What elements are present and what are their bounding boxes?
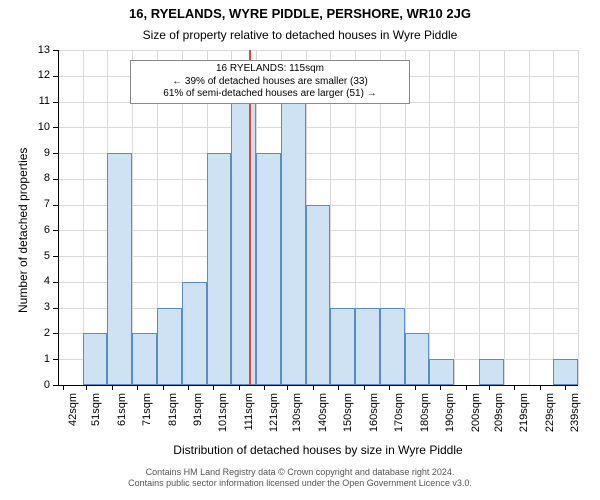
y-tick-label: 2 — [24, 327, 50, 339]
x-tick-label: 180sqm — [419, 393, 431, 445]
x-tick-label: 91sqm — [192, 393, 204, 445]
footer-attribution: Contains HM Land Registry data © Crown c… — [0, 467, 600, 490]
histogram-bar — [256, 153, 281, 385]
gridline-v — [578, 50, 579, 385]
x-tick-label: 51sqm — [90, 393, 102, 445]
histogram-bar — [83, 333, 108, 385]
histogram-bar — [207, 153, 232, 385]
x-tick-label: 130sqm — [291, 393, 303, 445]
y-tick-label: 11 — [24, 95, 50, 107]
footer-line-1: Contains HM Land Registry data © Crown c… — [0, 467, 600, 478]
y-tick-label: 3 — [24, 301, 50, 313]
x-tick-label: 81sqm — [167, 393, 179, 445]
histogram-bar — [306, 205, 331, 385]
x-tick-label: 209sqm — [493, 393, 505, 445]
gridline-v — [429, 50, 430, 385]
info-box: 16 RYELANDS: 115sqm ← 39% of detached ho… — [130, 60, 410, 104]
gridline-h — [58, 153, 578, 154]
y-axis-line — [58, 50, 59, 385]
gridline-h — [58, 50, 578, 51]
gridline-h — [58, 127, 578, 128]
x-axis-label: Distribution of detached houses by size … — [58, 443, 578, 457]
histogram-bar — [157, 308, 182, 385]
histogram-bar — [182, 282, 207, 385]
histogram-bar — [405, 333, 430, 385]
x-tick-label: 170sqm — [393, 393, 405, 445]
y-tick-label: 10 — [24, 121, 50, 133]
x-tick-label: 140sqm — [317, 393, 329, 445]
x-tick-label: 101sqm — [217, 393, 229, 445]
histogram-bar — [429, 359, 454, 385]
info-line-3: 61% of semi-detached houses are larger (… — [135, 88, 405, 101]
footer-line-2: Contains public sector information licen… — [0, 478, 600, 489]
y-tick-label: 1 — [24, 353, 50, 365]
y-tick-label: 6 — [24, 224, 50, 236]
y-tick-label: 4 — [24, 275, 50, 287]
x-tick-label: 121sqm — [268, 393, 280, 445]
histogram-bar — [479, 359, 504, 385]
gridline-v — [479, 50, 480, 385]
histogram-bar — [231, 102, 256, 385]
gridline-v — [504, 50, 505, 385]
histogram-bar — [107, 153, 132, 385]
histogram-bar — [355, 308, 380, 385]
x-tick-label: 160sqm — [368, 393, 380, 445]
chart-title-sub: Size of property relative to detached ho… — [0, 28, 600, 42]
x-tick-label: 111sqm — [243, 393, 255, 445]
y-tick-label: 8 — [24, 172, 50, 184]
x-tick-label: 200sqm — [470, 393, 482, 445]
gridline-v — [529, 50, 530, 385]
x-tick-label: 229sqm — [544, 393, 556, 445]
info-line-1: 16 RYELANDS: 115sqm — [135, 63, 405, 76]
y-tick-label: 5 — [24, 250, 50, 262]
histogram-bar — [281, 76, 306, 385]
x-tick-label: 150sqm — [342, 393, 354, 445]
x-tick-label: 61sqm — [116, 393, 128, 445]
x-tick-label: 71sqm — [141, 393, 153, 445]
y-tick-label: 0 — [24, 379, 50, 391]
gridline-h — [58, 179, 578, 180]
y-tick-label: 9 — [24, 147, 50, 159]
chart-container: 16, RYELANDS, WYRE PIDDLE, PERSHORE, WR1… — [0, 0, 600, 500]
y-tick-label: 13 — [24, 44, 50, 56]
gridline-v — [454, 50, 455, 385]
y-tick-label: 12 — [24, 69, 50, 81]
histogram-bar — [553, 359, 578, 385]
info-line-2: ← 39% of detached houses are smaller (33… — [135, 76, 405, 89]
x-tick-label: 239sqm — [569, 393, 581, 445]
x-tick-label: 219sqm — [518, 393, 530, 445]
x-axis-line — [58, 385, 578, 386]
histogram-bar — [330, 308, 355, 385]
x-tick-label: 42sqm — [67, 393, 79, 445]
histogram-bar — [380, 308, 405, 385]
gridline-v — [553, 50, 554, 385]
x-tick-label: 190sqm — [444, 393, 456, 445]
histogram-bar — [132, 333, 157, 385]
y-tick-label: 7 — [24, 198, 50, 210]
chart-title-main: 16, RYELANDS, WYRE PIDDLE, PERSHORE, WR1… — [0, 6, 600, 21]
